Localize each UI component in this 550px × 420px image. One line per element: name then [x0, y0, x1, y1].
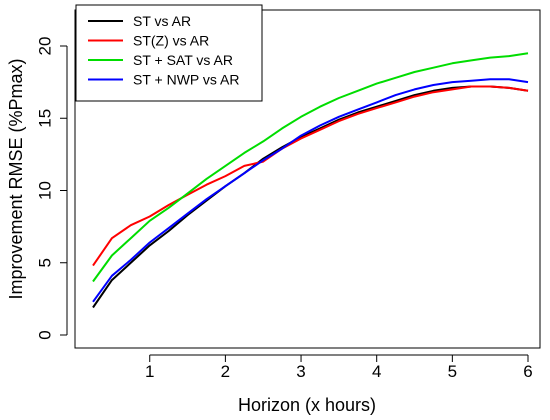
series-lines [92, 52, 529, 309]
x-tick-label: 1 [145, 362, 154, 381]
x-tick-label: 3 [296, 362, 305, 381]
y-tick-label: 5 [36, 258, 55, 267]
x-axis-label: Horizon (x hours) [238, 395, 376, 415]
y-tick-label: 20 [36, 37, 55, 56]
series-line-2 [92, 85, 529, 267]
x-tick-label: 2 [221, 362, 230, 381]
legend-label: ST vs AR [133, 13, 191, 29]
series-line-3 [92, 52, 529, 283]
y-tick-label: 0 [36, 330, 55, 339]
y-tick-label: 10 [36, 181, 55, 200]
series-line-1 [92, 85, 529, 309]
x-tick-label: 6 [523, 362, 532, 381]
legend-label: ST(Z) vs AR [133, 33, 209, 49]
legend-box [75, 4, 263, 102]
legend-label: ST + SAT vs AR [133, 52, 233, 68]
x-axis: 1 2 3 4 5 6 [145, 354, 533, 381]
x-tick-label: 5 [448, 362, 457, 381]
y-tick-label: 15 [36, 109, 55, 128]
y-axis-label: Improvement RMSE (%Pmax) [6, 58, 26, 299]
legend: ST vs AR ST(Z) vs AR ST + SAT vs AR ST + NW… [75, 4, 263, 102]
series-line-4 [92, 78, 529, 303]
plot-frame [74, 9, 541, 349]
legend-label: ST + NWP vs AR [133, 72, 239, 88]
x-tick-label: 4 [372, 362, 381, 381]
y-axis: 0 5 10 15 20 [36, 37, 68, 340]
